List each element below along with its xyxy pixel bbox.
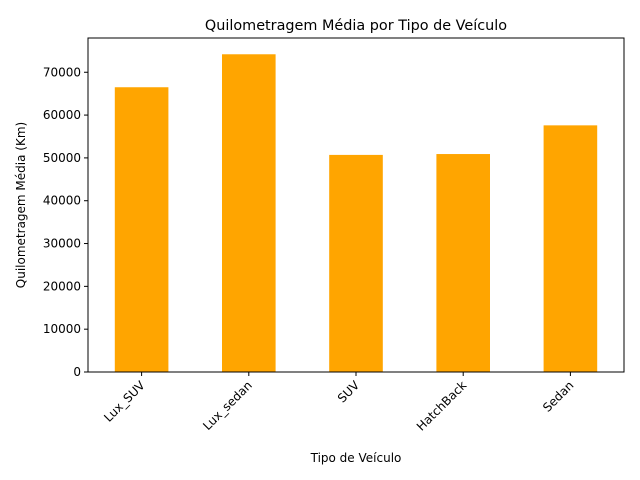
y-tick-label: 50000 — [43, 151, 81, 165]
bars-group — [114, 54, 598, 373]
bar-sedan — [543, 125, 598, 372]
bar-lux-suv — [114, 87, 169, 372]
y-tick-label: 70000 — [43, 65, 81, 79]
bar-lux-sedan — [222, 54, 276, 373]
x-tick-label: Lux_SUV — [101, 378, 148, 425]
x-tick-label: HatchBack — [414, 378, 469, 433]
y-axis: 0 10000 20000 30000 40000 50000 60000 70000 — [43, 65, 88, 379]
y-tick-label: 10000 — [43, 322, 81, 336]
x-tick-label: Lux_sedan — [200, 378, 255, 433]
bar-suv — [329, 154, 383, 372]
x-axis: Lux_SUV Lux_sedan SUV HatchBack Sedan — [101, 372, 577, 434]
x-tick-label: SUV — [335, 378, 363, 406]
bar-hatchback — [436, 154, 490, 372]
x-tick-label: Sedan — [540, 378, 576, 414]
plot-frame — [87, 37, 625, 373]
y-tick-label: 60000 — [43, 108, 81, 122]
y-axis-title: Quilometragem Média (Km) — [14, 122, 28, 288]
y-tick-label: 0 — [73, 365, 81, 379]
x-axis-title: Tipo de Veículo — [310, 451, 402, 465]
y-tick-label: 30000 — [43, 237, 81, 251]
y-tick-label: 20000 — [43, 279, 81, 293]
y-tick-label: 40000 — [43, 194, 81, 208]
chart-title: Quilometragem Média por Tipo de Veículo — [205, 18, 507, 34]
